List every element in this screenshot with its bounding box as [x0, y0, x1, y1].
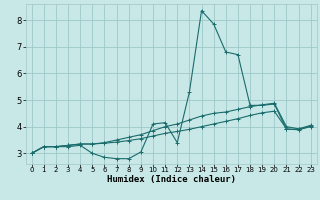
X-axis label: Humidex (Indice chaleur): Humidex (Indice chaleur) — [107, 175, 236, 184]
